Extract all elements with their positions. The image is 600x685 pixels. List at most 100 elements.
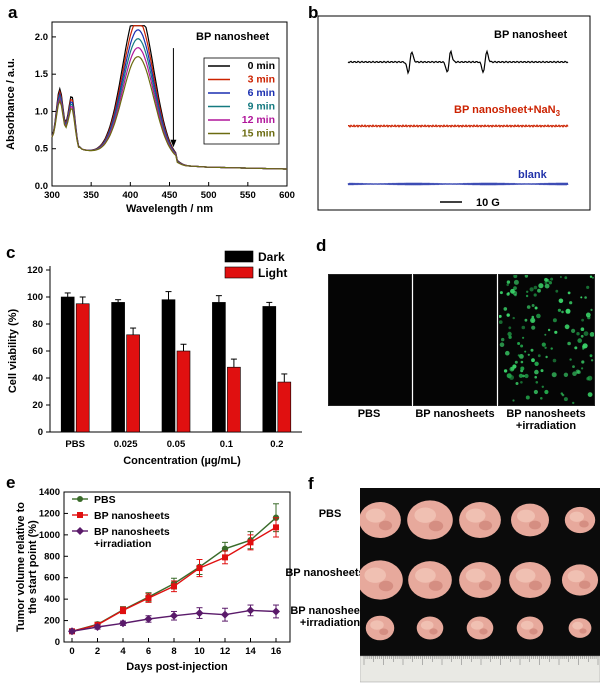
y-axis-label: Cell viability (%) xyxy=(7,308,19,393)
data-point xyxy=(195,609,204,618)
legend-entry: Dark xyxy=(258,250,285,264)
tumor-highlight xyxy=(515,568,536,583)
bar-light xyxy=(227,366,241,433)
data-point xyxy=(222,554,228,561)
data-point xyxy=(93,623,102,631)
tumor-highlight xyxy=(465,568,486,583)
tumor-highlight xyxy=(517,509,535,523)
x-tick-label: 450 xyxy=(162,190,178,201)
tumor-shade xyxy=(529,520,541,530)
x-axis-label: Wavelength / nm xyxy=(126,203,213,215)
legend-swatch xyxy=(224,266,254,279)
x-tick-label: 300 xyxy=(44,190,60,201)
plot-frame xyxy=(63,491,291,643)
x-axis-label: Days post-injection xyxy=(126,661,228,673)
trace-label-bp: BP nanosheet xyxy=(494,29,567,41)
bar-dark xyxy=(111,302,125,433)
row-label-bp: BP nanosheets xyxy=(285,567,365,579)
legend-box xyxy=(203,57,280,145)
x-tick-label: 600 xyxy=(279,190,295,201)
bar-dark xyxy=(262,306,277,433)
x-tick-label: 350 xyxy=(83,190,99,201)
y-tick-label: 800 xyxy=(44,551,60,562)
tumor-highlight xyxy=(569,511,584,522)
y-tick-label: 400 xyxy=(44,594,60,605)
arrow-head xyxy=(170,139,177,148)
data-point xyxy=(247,539,254,546)
category-label: 0.1 xyxy=(220,439,234,450)
row-label-bp-irradiation: BP nanosheets +irradiation xyxy=(290,605,370,629)
x-tick-label: 400 xyxy=(122,190,138,201)
legend-marker xyxy=(77,512,83,518)
panel-c-label: c xyxy=(6,243,15,262)
bar-dark xyxy=(212,302,226,433)
legend-entry: BP nanosheets +irradiation xyxy=(94,526,170,550)
tumor-highlight xyxy=(365,508,386,523)
caption-bp-irradiation: BP nanosheets +irradiation xyxy=(506,408,586,432)
x-tick-label: 550 xyxy=(240,190,256,201)
y-tick-label: 1400 xyxy=(39,487,60,498)
x-tick-label: 2 xyxy=(95,646,100,657)
row-label-pbs: PBS xyxy=(318,508,342,520)
y-tick-label: 0.5 xyxy=(35,144,49,155)
micrograph-bp xyxy=(413,274,497,406)
y-tick-label: 1000 xyxy=(39,530,60,541)
legend-entry: 0 min xyxy=(248,60,275,72)
caption-pbs: PBS xyxy=(357,408,381,420)
legend-entry: 12 min xyxy=(242,114,275,126)
epr-trace-nan3 xyxy=(348,124,569,128)
tumor-highlight xyxy=(520,620,534,630)
tumor-shade xyxy=(579,628,587,634)
x-tick-label: 10 xyxy=(194,646,205,657)
y-tick-label: 2.0 xyxy=(35,32,48,43)
x-tick-label: 12 xyxy=(220,646,231,657)
tumor-shade xyxy=(378,580,394,592)
category-label: PBS xyxy=(65,439,85,450)
x-tick-label: 0 xyxy=(69,646,74,657)
tumor-highlight xyxy=(465,508,486,523)
tumor-shade xyxy=(428,580,443,591)
tumor-shade xyxy=(378,520,393,531)
x-tick-label: 6 xyxy=(146,646,151,657)
data-point xyxy=(196,565,203,572)
legend-title: BP nanosheet xyxy=(196,31,269,43)
bar-dark xyxy=(161,299,176,433)
tumor-highlight xyxy=(370,620,384,630)
data-point xyxy=(170,611,178,620)
y-tick-label: 600 xyxy=(44,573,60,584)
y-tick-label: 0 xyxy=(38,427,43,438)
data-point xyxy=(68,627,76,636)
data-point xyxy=(221,545,229,552)
data-point xyxy=(171,583,177,590)
legend-marker xyxy=(77,496,83,502)
data-point xyxy=(120,607,126,614)
bar-light xyxy=(277,381,292,433)
tumor-shade xyxy=(479,628,488,635)
series-line xyxy=(51,55,287,170)
data-point xyxy=(119,619,127,628)
panel-d-label: d xyxy=(316,236,327,255)
data-point xyxy=(272,607,280,616)
tumor-photo xyxy=(360,488,600,683)
tumor-shade xyxy=(429,628,438,635)
tumor-shade xyxy=(478,580,493,591)
legend-entry: 6 min xyxy=(248,87,275,99)
panel-b-label: b xyxy=(308,3,318,22)
caption-bp: BP nanosheets xyxy=(415,408,495,420)
tumor-highlight xyxy=(567,570,585,583)
y-tick-label: 1200 xyxy=(39,508,60,519)
trace-label-nan3: BP nanosheet+NaN3 xyxy=(454,104,561,118)
panel-e-chart: e 0 200 400 600 800 1000 1200 1400 0 2 4 6 8 10 12 14 16 D… xyxy=(6,473,291,673)
panel-a-label: a xyxy=(8,3,18,22)
bar-light xyxy=(75,303,90,433)
bar-light xyxy=(126,334,140,433)
tumor-highlight xyxy=(420,620,434,630)
tumor-highlight xyxy=(572,621,583,630)
tumor-shade xyxy=(579,580,591,589)
data-point xyxy=(145,595,152,602)
tumor-shade xyxy=(428,520,444,532)
y-tick-label: 20 xyxy=(32,400,43,411)
panel-b-epr: b BP nanosheet BP nanosheet+NaN3 blank 10 G xyxy=(308,3,591,211)
panel-c-chart: c 0 20 40 60 80 100 120 Cell viability (%) Concen… xyxy=(6,243,302,467)
legend-swatch xyxy=(224,250,254,263)
